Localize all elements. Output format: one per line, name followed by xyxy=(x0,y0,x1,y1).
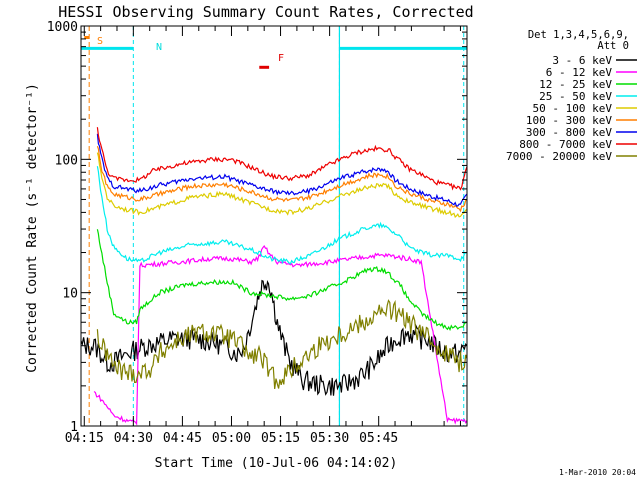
x-tick-label: 05:00 xyxy=(212,431,251,446)
series-line-8 xyxy=(96,127,468,191)
chart-title: HESSI Observing Summary Count Rates, Cor… xyxy=(58,3,473,21)
series-line-7 xyxy=(96,133,468,207)
flare-annotation: F xyxy=(278,53,284,64)
y-tick-label: 10 xyxy=(62,287,78,302)
series-line-5 xyxy=(96,152,468,219)
series-line-2 xyxy=(93,244,468,426)
legend-header-line: Att 0 xyxy=(597,40,629,52)
x-tick-label: 04:15 xyxy=(65,431,104,446)
y-tick-label: 100 xyxy=(55,153,78,168)
legend-entry-label: 50 - 100 keV xyxy=(533,102,613,115)
legend-header-line: Det 1,3,4,5,6,9, xyxy=(528,29,629,41)
series-line-3 xyxy=(96,229,468,332)
legend-entry-label: 12 - 25 keV xyxy=(539,78,612,91)
x-tick-label: 05:15 xyxy=(261,431,300,446)
x-tick-label: 05:30 xyxy=(310,431,349,446)
legend-entry-label: 25 - 50 keV xyxy=(539,90,612,103)
axis-ticks: 04:15 04:30 04:45 05:00 05:15 05:30 05:45 1 10 10… xyxy=(47,20,467,446)
legend-entry-label: 100 - 300 keV xyxy=(526,114,612,127)
legend-entry-label: 800 - 7000 keV xyxy=(519,138,612,151)
x-tick-label: 04:45 xyxy=(163,431,202,446)
footer-date: 1-Mar-2010 20:04 xyxy=(559,468,636,477)
y-tick-label: 1 xyxy=(70,420,78,435)
legend-entry-label: 6 - 12 keV xyxy=(546,66,613,79)
series-line-4 xyxy=(96,166,468,265)
series-line-1 xyxy=(80,279,468,396)
x-tick-label: 05:45 xyxy=(359,431,398,446)
legend-entry-label: 7000 - 20000 keV xyxy=(506,150,612,163)
plot-frame xyxy=(80,25,468,427)
x-tick-label: 04:30 xyxy=(114,431,153,446)
night-annotation: N xyxy=(156,42,162,53)
series-line-6 xyxy=(96,145,468,213)
y-axis-label: Corrected Count Rate (s⁻¹ detector⁻¹) xyxy=(25,83,40,373)
x-axis-label: Start Time (10-Jul-06 04:14:02) xyxy=(155,456,398,471)
legend-entry-label: 300 - 800 keV xyxy=(526,126,612,139)
y-tick-label: 1000 xyxy=(47,20,78,35)
legend-entry-label: 3 - 6 keV xyxy=(552,54,612,67)
observing-flags xyxy=(81,26,467,426)
series-lines xyxy=(80,127,468,426)
saa-annotation: S xyxy=(97,36,103,47)
series-line-9 xyxy=(96,299,468,389)
